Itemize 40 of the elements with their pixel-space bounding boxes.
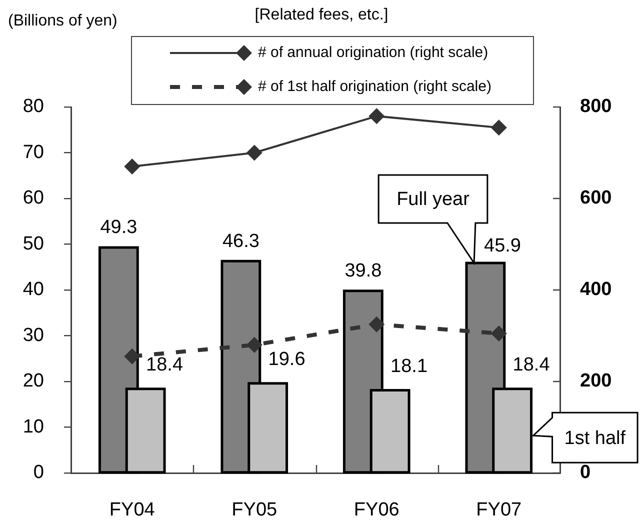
point xyxy=(490,120,507,136)
y2-tick-label: 0 xyxy=(580,462,591,484)
point xyxy=(368,108,385,124)
y-tick-label: 0 xyxy=(33,462,44,484)
series-label: 1st half xyxy=(564,428,626,449)
chart-title: [Related fees, etc.] xyxy=(254,6,388,24)
data-label: 49.3 xyxy=(100,217,138,238)
y-tick-label: 20 xyxy=(22,370,44,392)
data-label: 46.3 xyxy=(222,230,260,252)
y-tick-label: 30 xyxy=(22,324,44,346)
point xyxy=(124,348,140,364)
data-label: 39.8 xyxy=(344,260,382,282)
data-label: 18.1 xyxy=(390,356,428,377)
y-tick-label: 40 xyxy=(22,279,44,300)
point xyxy=(246,336,262,353)
point xyxy=(124,158,140,174)
data-label: 18.4 xyxy=(512,354,550,376)
data-label: 19.6 xyxy=(268,349,306,370)
y2-tick-label: 600 xyxy=(580,188,612,209)
x-tick-label: FY04 xyxy=(109,500,156,521)
y-tick-label: 50 xyxy=(22,233,44,254)
y-tick-label: 60 xyxy=(22,188,44,209)
y-tick-label: 80 xyxy=(22,96,44,118)
point xyxy=(490,325,507,342)
y2-tick-label: 800 xyxy=(580,96,612,118)
x-tick-label: FY07 xyxy=(476,500,522,521)
y2-tick-label: 200 xyxy=(580,370,612,392)
legend-label: # of annual origination (right scale) xyxy=(258,44,488,62)
legend-label: # of 1st half origination (right scale) xyxy=(258,78,492,96)
point xyxy=(368,316,385,332)
y-axis-title: (Billions of yen) xyxy=(8,12,118,30)
y-tick-label: 10 xyxy=(22,416,44,438)
x-tick-label: FY05 xyxy=(232,500,278,521)
text: Full year xyxy=(396,189,470,210)
data-label: 45.9 xyxy=(484,236,521,257)
y-tick-label: 70 xyxy=(22,142,44,163)
point xyxy=(246,144,262,161)
data-label: 18.4 xyxy=(146,354,184,376)
x-tick-label: FY06 xyxy=(354,500,400,521)
y2-tick-label: 400 xyxy=(580,279,612,300)
